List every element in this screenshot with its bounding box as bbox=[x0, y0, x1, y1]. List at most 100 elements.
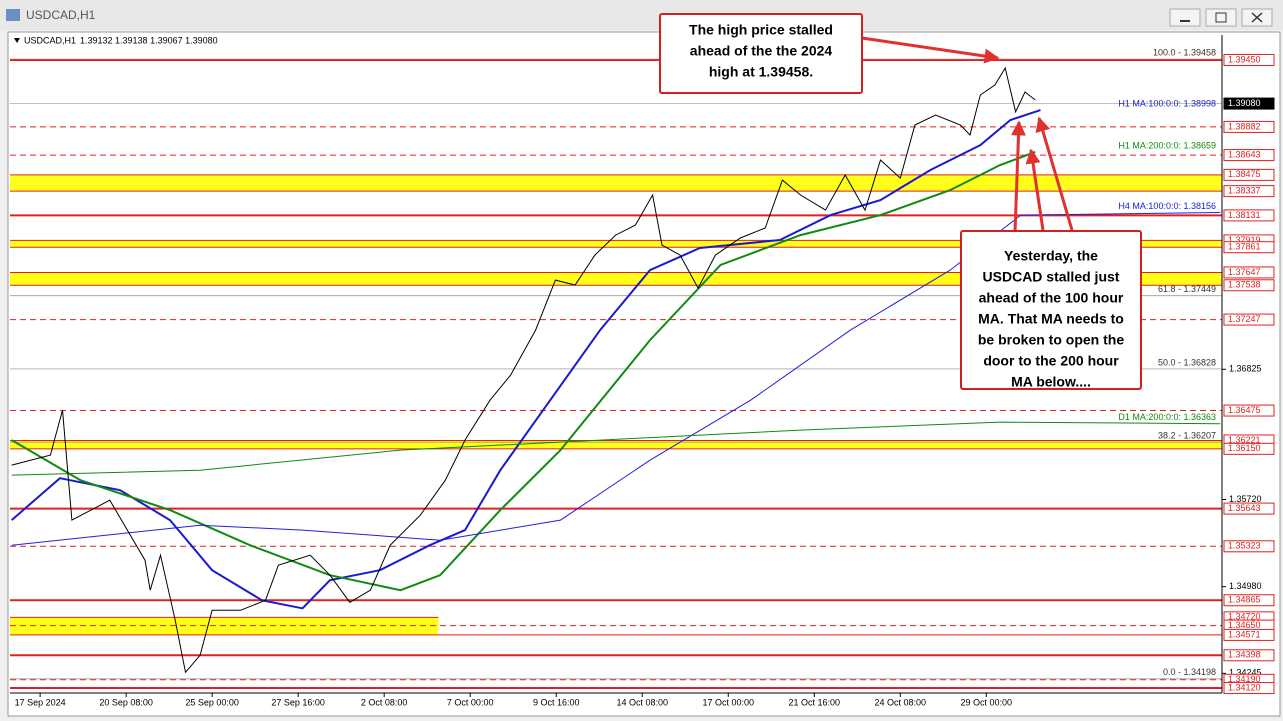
x-tick-label: 17 Oct 00:00 bbox=[702, 697, 754, 707]
annotation-text: ahead of the 100 hour bbox=[979, 290, 1124, 306]
fib-label: 38.2 - 1.36207 bbox=[1158, 431, 1216, 441]
ma-label: D1 MA:200:0:0: 1.36363 bbox=[1118, 412, 1216, 422]
level-tag bbox=[1223, 120, 1275, 133]
zone bbox=[10, 272, 1222, 286]
y-tick-label: 1.36825 bbox=[1229, 364, 1262, 374]
ma-line bbox=[11, 109, 1041, 610]
window-buttons bbox=[1169, 8, 1273, 27]
arrow bbox=[1011, 120, 1027, 233]
fib-label: 100.0 - 1.39458 bbox=[1153, 47, 1216, 57]
window-title: USDCAD,H1 bbox=[26, 8, 96, 22]
level-tag bbox=[1223, 279, 1275, 292]
level-tag bbox=[1223, 442, 1275, 455]
level-label: 1.34120 bbox=[1228, 682, 1261, 692]
level-label: 1.38475 bbox=[1228, 169, 1261, 179]
fib-label: 50.0 - 1.36828 bbox=[1158, 357, 1216, 367]
x-tick-label: 24 Oct 08:00 bbox=[875, 697, 927, 707]
arrow bbox=[861, 36, 1000, 64]
level-tag bbox=[1223, 185, 1275, 198]
level-label: 1.39080 bbox=[1228, 98, 1261, 108]
x-tick-label: 29 Oct 00:00 bbox=[961, 697, 1013, 707]
level-label: 1.34190 bbox=[1228, 674, 1261, 684]
annotation-text: ahead of the the 2024 bbox=[690, 43, 833, 59]
window-icon bbox=[6, 9, 20, 21]
y-tick-label: 1.35720 bbox=[1229, 494, 1262, 504]
level-label: 1.36221 bbox=[1228, 435, 1261, 445]
ma-line bbox=[11, 151, 1036, 592]
level-label: 1.34398 bbox=[1228, 650, 1261, 660]
plot: 100.0 - 1.39458 61.8 - 1.37449 50.0 - 1.36… bbox=[10, 47, 1222, 690]
y-tick-label: 1.34980 bbox=[1229, 581, 1262, 591]
ma-label: H1 MA:200:0:0: 1.38659 bbox=[1118, 140, 1216, 150]
x-tick-label: 17 Sep 2024 bbox=[15, 697, 66, 707]
level-tag bbox=[1223, 97, 1275, 110]
zone bbox=[10, 617, 439, 635]
header-arrow bbox=[14, 38, 20, 43]
level-label: 1.37647 bbox=[1228, 267, 1261, 277]
x-tick-label: 7 Oct 00:00 bbox=[447, 697, 494, 707]
level-label: 1.39450 bbox=[1228, 54, 1261, 64]
level-label: 1.34720 bbox=[1228, 612, 1261, 622]
level-tag bbox=[1223, 209, 1275, 222]
level-tag bbox=[1223, 266, 1275, 279]
level-label: 1.35643 bbox=[1228, 503, 1261, 513]
level-label: 1.38882 bbox=[1228, 121, 1261, 131]
level-tag bbox=[1223, 628, 1275, 641]
level-tag bbox=[1223, 168, 1275, 181]
level-label: 1.36475 bbox=[1228, 405, 1261, 415]
x-tick-label: 2 Oct 08:00 bbox=[361, 697, 408, 707]
level-label: 1.34865 bbox=[1228, 595, 1261, 605]
level-tag bbox=[1223, 682, 1275, 695]
annotation-text: be broken to open the bbox=[978, 332, 1124, 348]
minimize-button[interactable] bbox=[1169, 8, 1201, 27]
arrow bbox=[1035, 116, 1074, 231]
level-tag bbox=[1223, 594, 1275, 607]
x-tick-label: 9 Oct 16:00 bbox=[533, 697, 580, 707]
zone bbox=[10, 440, 1222, 449]
chart-title: USDCAD,H1 bbox=[24, 35, 76, 45]
level-tag bbox=[1223, 404, 1275, 417]
level-label: 1.37861 bbox=[1228, 242, 1261, 252]
annotation-text: MA. That MA needs to bbox=[978, 311, 1124, 327]
annotations: The high price stalled ahead of the the 2… bbox=[659, 13, 1142, 390]
x-tick-label: 25 Sep 00:00 bbox=[185, 697, 239, 707]
level-label: 1.34650 bbox=[1228, 620, 1261, 630]
level-label: 1.37247 bbox=[1228, 314, 1261, 324]
price-line bbox=[11, 66, 1036, 674]
arrow bbox=[1025, 148, 1045, 231]
annotation-box bbox=[659, 13, 863, 94]
x-tick-label: 14 Oct 08:00 bbox=[616, 697, 668, 707]
ma-line bbox=[11, 421, 1221, 476]
x-tick-label: 21 Oct 16:00 bbox=[788, 697, 840, 707]
annotation-text: Yesterday, the bbox=[1004, 248, 1098, 264]
level-label: 1.37538 bbox=[1228, 280, 1261, 290]
fib-label: 61.8 - 1.37449 bbox=[1158, 284, 1216, 294]
x-tick-label: 27 Sep 16:00 bbox=[271, 697, 325, 707]
zone bbox=[10, 174, 1222, 192]
annotation-text: door to the 200 hour bbox=[983, 353, 1119, 369]
ma-label: H4 MA:100:0:0: 1.38156 bbox=[1118, 201, 1216, 211]
annotation-text: The high price stalled bbox=[689, 22, 833, 38]
level-label: 1.38643 bbox=[1228, 149, 1261, 159]
level-tag bbox=[1223, 149, 1275, 162]
level-tag bbox=[1223, 540, 1275, 553]
level-label: 1.38337 bbox=[1228, 186, 1261, 196]
y-tick-label: 1.34245 bbox=[1229, 668, 1262, 678]
level-label: 1.34571 bbox=[1228, 629, 1261, 639]
annotation-text: high at 1.39458. bbox=[709, 64, 813, 80]
annotation-text: MA below.... bbox=[1011, 374, 1091, 390]
level-label: 1.35323 bbox=[1228, 541, 1261, 551]
annotation-text: USDCAD stalled just bbox=[983, 269, 1120, 285]
ma-label: H1 MA:100:0:0: 1.38998 bbox=[1118, 98, 1216, 108]
quote: 1.39132 1.39138 1.39067 1.39080 bbox=[80, 35, 218, 45]
title-bar bbox=[0, 0, 1283, 30]
fib-label: 0.0 - 1.34198 bbox=[1163, 667, 1216, 677]
zone bbox=[10, 240, 1222, 248]
level-label: 1.36150 bbox=[1228, 443, 1261, 453]
level-tag bbox=[1223, 313, 1275, 326]
level-tag bbox=[1223, 53, 1275, 66]
level-tag bbox=[1223, 649, 1275, 662]
maximize-button[interactable] bbox=[1205, 8, 1237, 27]
